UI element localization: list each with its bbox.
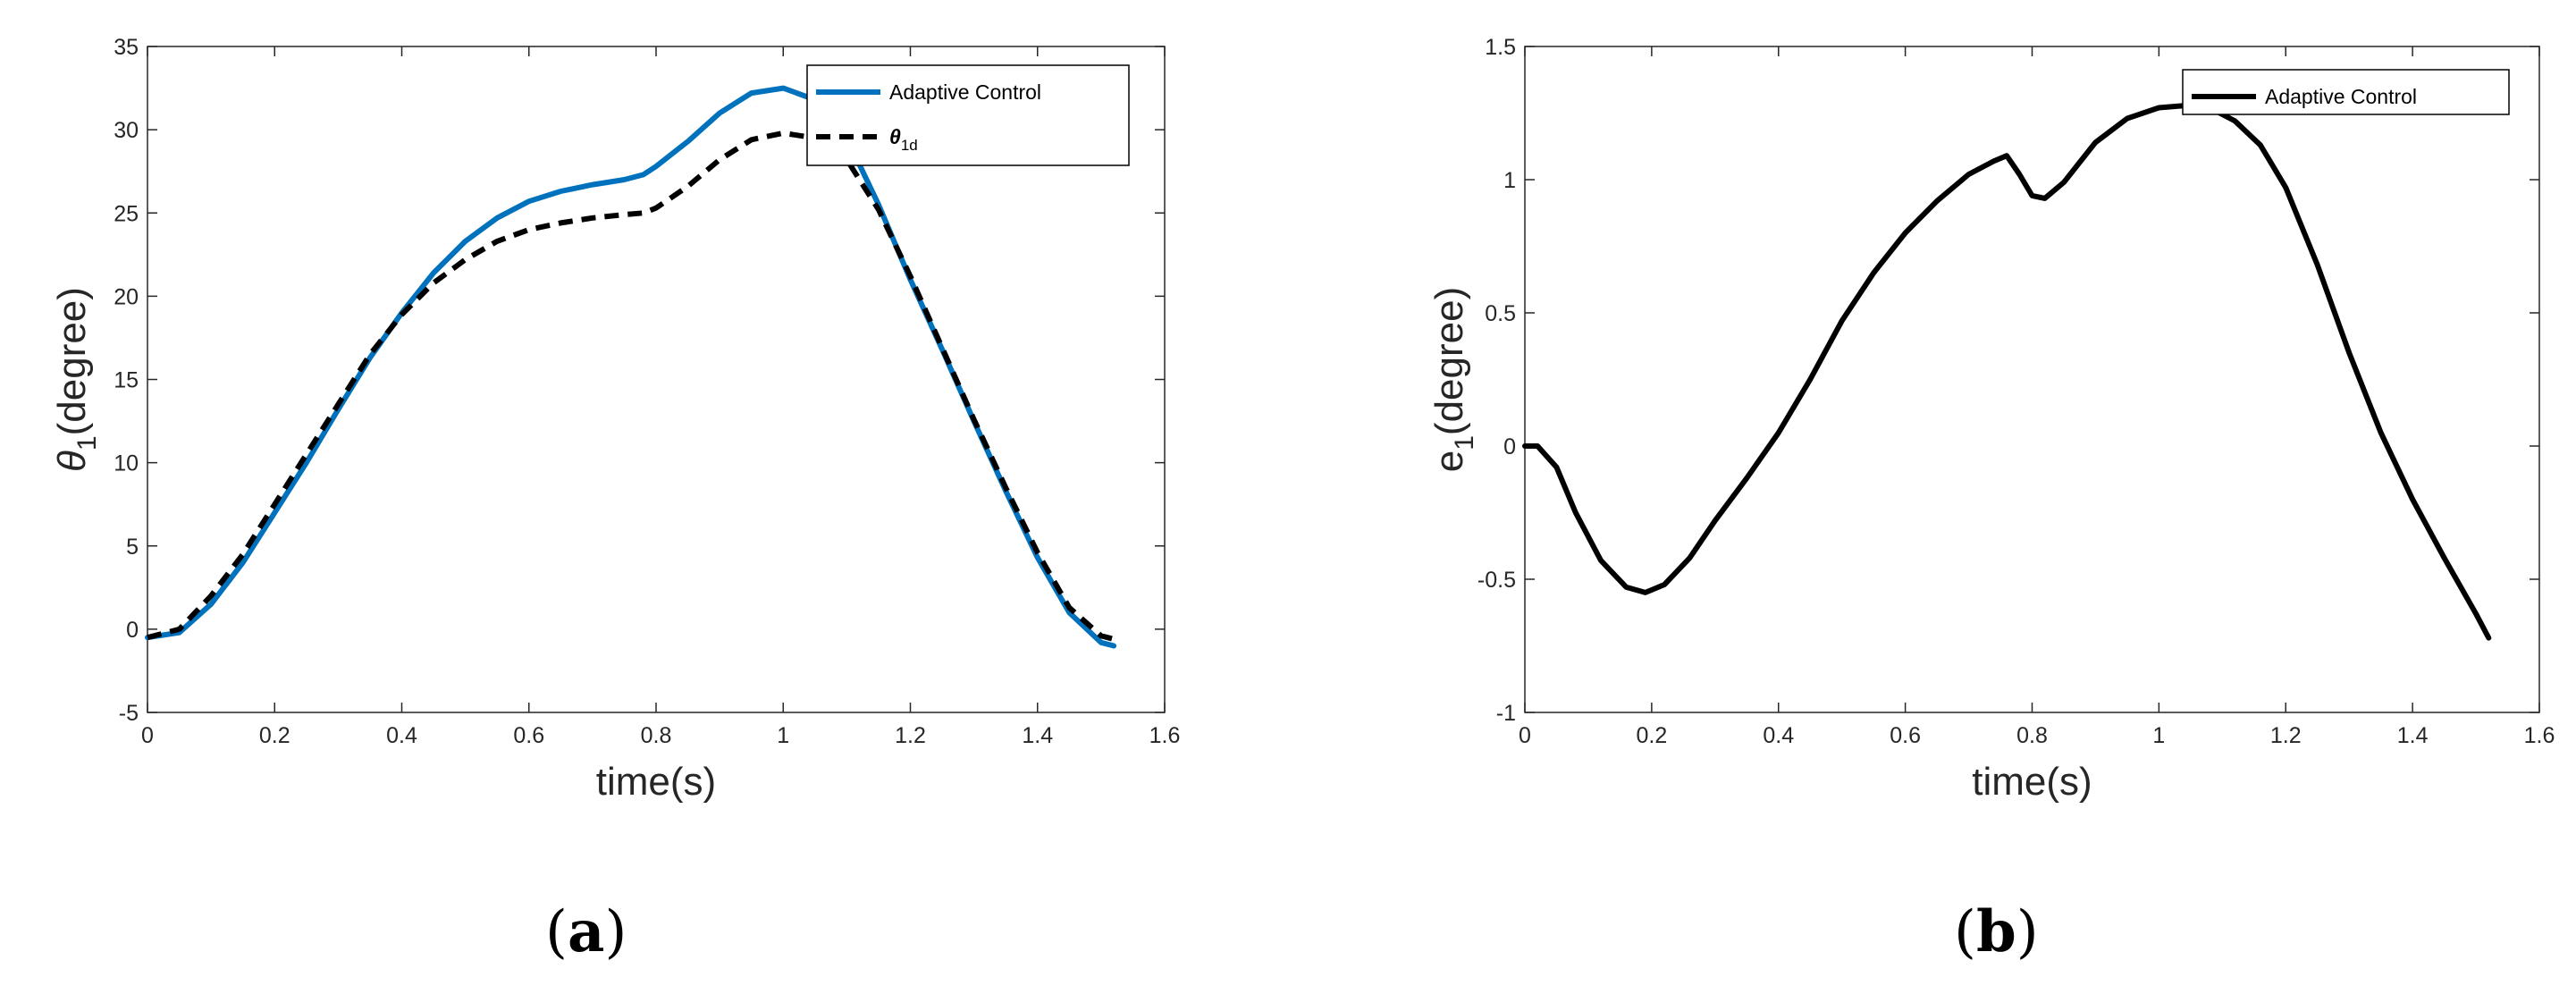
x-tick-label-1-6: 1.2	[2270, 723, 2302, 748]
x-tick-label-0-2: 0.4	[386, 723, 417, 748]
y-axis-label-sub-0: 1	[72, 435, 102, 451]
chart-panel-a: 0 0.2 0.4 0.6 0.8 1 1.2 1.4 1.6 -5 0 5 10 15 20 25 30 35 t…	[50, 35, 1181, 965]
x-axis-label-1: time(s)	[1972, 760, 2092, 804]
y-tick-label-0-5: 20	[114, 284, 139, 309]
y-tick-label-1-4: 1	[1503, 168, 1516, 193]
y-tick-label-0-1: 0	[126, 618, 139, 643]
series-line-0-1	[147, 130, 1115, 642]
y-axis-label-rest-1: (degree)	[1427, 287, 1471, 435]
panel-label-a-text: a	[567, 898, 605, 965]
y-tick-label-0-4: 15	[114, 368, 139, 393]
y-tick-label-0-8: 35	[114, 35, 139, 60]
legend-label-main-0-1: θ	[889, 125, 901, 148]
y-axis-label-main-1: e	[1427, 451, 1471, 472]
y-tick-label-0-7: 30	[114, 118, 139, 143]
legend-label-main-1-0: Adaptive Control	[2265, 85, 2417, 108]
y-axis-label-rest-0: (degree)	[50, 287, 94, 435]
legend-label-1-0: Adaptive Control	[2265, 85, 2417, 108]
x-axis-label-0: time(s)	[596, 760, 716, 804]
legend-label-0-1: θ1d	[889, 125, 918, 154]
x-tick-label-0-8: 1.6	[1149, 723, 1181, 748]
legend-label-main-0-0: Adaptive Control	[889, 80, 1041, 104]
y-tick-label-0-3: 10	[114, 451, 139, 476]
x-tick-label-0-4: 0.8	[641, 723, 672, 748]
legend-1: Adaptive Control	[2182, 69, 2510, 115]
legend-label-0-0: Adaptive Control	[889, 80, 1041, 104]
chart-panel-b: 0 0.2 0.4 0.6 0.8 1 1.2 1.4 1.6 -1 -0.5 0 0.5 1 1.5 tim…	[1288, 0, 2576, 994]
plot-area-1	[1524, 46, 2540, 713]
x-tick-label-1-8: 1.6	[2524, 723, 2555, 748]
x-tick-label-1-3: 0.6	[1890, 723, 1921, 748]
y-axis-label-sub-1: 1	[1450, 435, 1479, 451]
x-tick-label-1-4: 0.8	[2016, 723, 2048, 748]
x-tick-label-0-0: 0	[141, 723, 154, 748]
x-tick-label-1-7: 1.4	[2397, 723, 2429, 748]
chart-a-svg: 0 0.2 0.4 0.6 0.8 1 1.2 1.4 1.6-505101520253035t…	[50, 35, 1181, 804]
y-axis-label-main-0: θ	[50, 451, 94, 472]
legend-0: Adaptive Control θ1d	[806, 64, 1130, 166]
y-tick-label-1-0: -1	[1496, 701, 1516, 726]
x-tick-label-1-1: 0.2	[1636, 723, 1667, 748]
panel-label-b-text: b	[1975, 898, 2016, 965]
y-axis-label-0: θ1(degree)	[50, 287, 102, 472]
x-tick-label-1-0: 0	[1519, 723, 1531, 748]
x-tick-label-0-3: 0.6	[513, 723, 544, 748]
x-tick-label-0-7: 1.4	[1022, 723, 1053, 748]
y-tick-label-0-0: -5	[119, 701, 139, 726]
panel-label-a: (a)	[545, 898, 627, 965]
y-tick-label-1-3: 0.5	[1485, 301, 1516, 326]
legend-box-0	[806, 64, 1130, 166]
y-tick-label-0-6: 25	[114, 201, 139, 226]
y-tick-label-1-1: -0.5	[1477, 568, 1516, 593]
series-line-1-0	[1522, 102, 2492, 641]
y-axis-label-1: e1(degree)	[1427, 287, 1479, 472]
panel-label-b: (b)	[1954, 898, 2039, 965]
x-tick-label-0-6: 1.2	[895, 723, 926, 748]
legend-box-1	[2182, 69, 2510, 115]
x-tick-label-0-1: 0.2	[259, 723, 290, 748]
legend-label-sub-0-1: 1d	[901, 137, 918, 154]
x-tick-label-1-2: 0.4	[1763, 723, 1794, 748]
y-tick-label-0-2: 5	[126, 535, 139, 560]
chart-b-svg: 0 0.2 0.4 0.6 0.8 1 1.2 1.4 1.6 -1 -0.5 0 0.5 1 1.5 tim…	[1427, 35, 2555, 804]
x-tick-label-0-5: 1	[777, 723, 789, 748]
y-tick-label-1-5: 1.5	[1485, 35, 1516, 60]
x-tick-label-1-5: 1	[2152, 723, 2165, 748]
y-tick-label-1-2: 0	[1503, 434, 1516, 459]
